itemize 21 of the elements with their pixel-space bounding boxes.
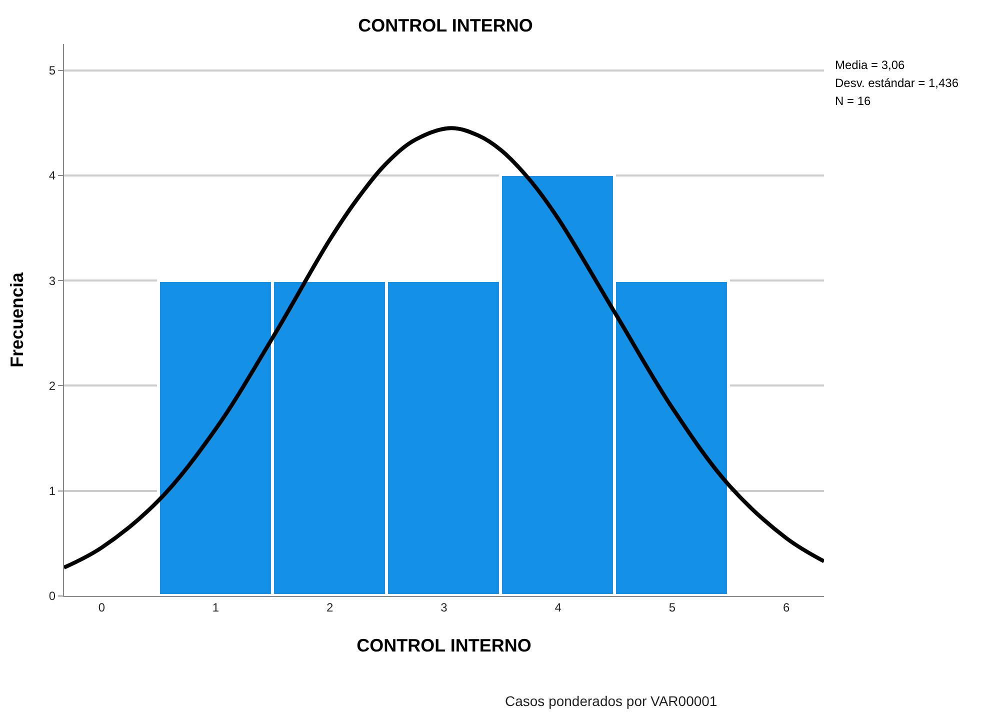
text: Media = 3,06	[835, 58, 906, 72]
x-tick-label: 0	[98, 600, 106, 614]
y-tick-label: 5	[48, 63, 56, 78]
y-axis-title: Frecuencia	[7, 271, 28, 368]
x-axis-title: CONTROL INTERNO	[356, 636, 532, 656]
x-tick-label: 3	[440, 600, 448, 614]
y-tick-label: 3	[48, 274, 56, 288]
x-tick-label: 1	[212, 600, 220, 614]
chart-title: CONTROL INTERNO	[358, 15, 533, 36]
x-tick-label: 6	[782, 600, 790, 614]
text: Casos ponderados por VAR00001	[505, 693, 718, 709]
x-tick-label: 4	[554, 600, 562, 614]
y-tick-label: 1	[48, 484, 56, 498]
y-tick-label: 2	[48, 378, 56, 393]
x-tick-label: 2	[326, 600, 334, 614]
x-tick-label: 5	[668, 600, 676, 614]
y-tick-label: 0	[48, 589, 56, 604]
text: Desv. estándar = 1,436	[835, 76, 959, 90]
y-tick-label: 4	[48, 168, 56, 183]
line-series	[64, 126, 824, 570]
text: N = 16	[835, 94, 872, 108]
